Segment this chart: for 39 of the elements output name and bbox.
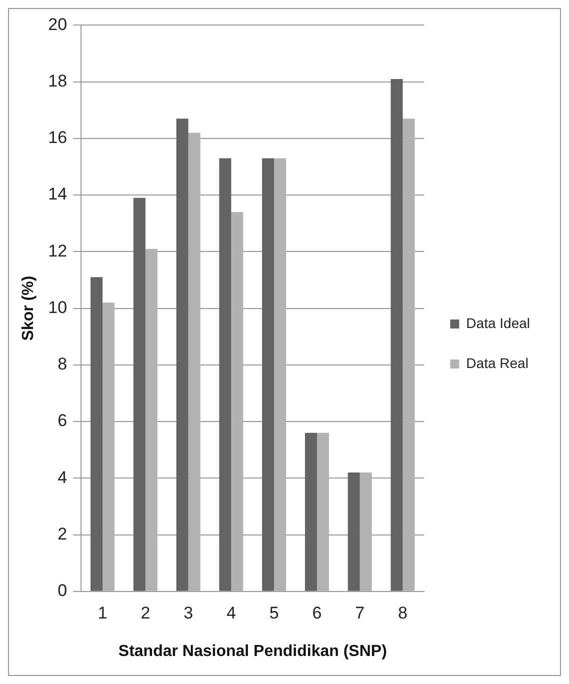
bar xyxy=(219,158,232,591)
bar xyxy=(90,277,103,591)
bar xyxy=(402,118,415,591)
x-tick-label: 8 xyxy=(398,603,408,622)
y-tick-label: 20 xyxy=(48,14,68,34)
bar xyxy=(176,118,188,591)
y-tick-label: 18 xyxy=(48,72,68,91)
bar xyxy=(316,432,329,591)
y-tick-label: 16 xyxy=(48,128,68,148)
y-tick-label: 2 xyxy=(58,524,68,544)
bar xyxy=(304,432,317,591)
legend-label: Data Ideal xyxy=(466,314,530,331)
bar xyxy=(360,472,372,591)
x-tick-label: 1 xyxy=(98,603,108,622)
bar xyxy=(102,302,115,591)
bar xyxy=(231,212,244,591)
x-tick-label: 5 xyxy=(269,603,279,622)
x-tick-label: 4 xyxy=(226,603,236,622)
y-tick-label: 6 xyxy=(58,411,68,430)
legend-label: Data Real xyxy=(466,354,528,371)
y-tick-label: 8 xyxy=(58,354,68,374)
x-axis-title: Standar Nasional Pendidikan (SNP) xyxy=(118,642,387,660)
y-tick-label: 0 xyxy=(58,581,68,600)
y-tick-label: 12 xyxy=(48,241,68,260)
bar xyxy=(348,472,360,591)
x-tick-label: 2 xyxy=(140,603,150,622)
x-tick-label: 3 xyxy=(184,603,194,622)
bar xyxy=(133,198,146,591)
bar xyxy=(262,158,274,591)
y-tick-label: 4 xyxy=(58,468,68,487)
y-tick-label: 10 xyxy=(48,298,68,317)
bar xyxy=(274,158,286,591)
y-tick-label: 14 xyxy=(48,184,68,204)
bar xyxy=(188,132,200,591)
bar xyxy=(390,78,403,591)
y-axis-title: Skor (%) xyxy=(20,276,38,341)
x-tick-label: 6 xyxy=(312,603,322,622)
bar xyxy=(145,248,158,591)
x-tick-label: 7 xyxy=(355,603,365,622)
